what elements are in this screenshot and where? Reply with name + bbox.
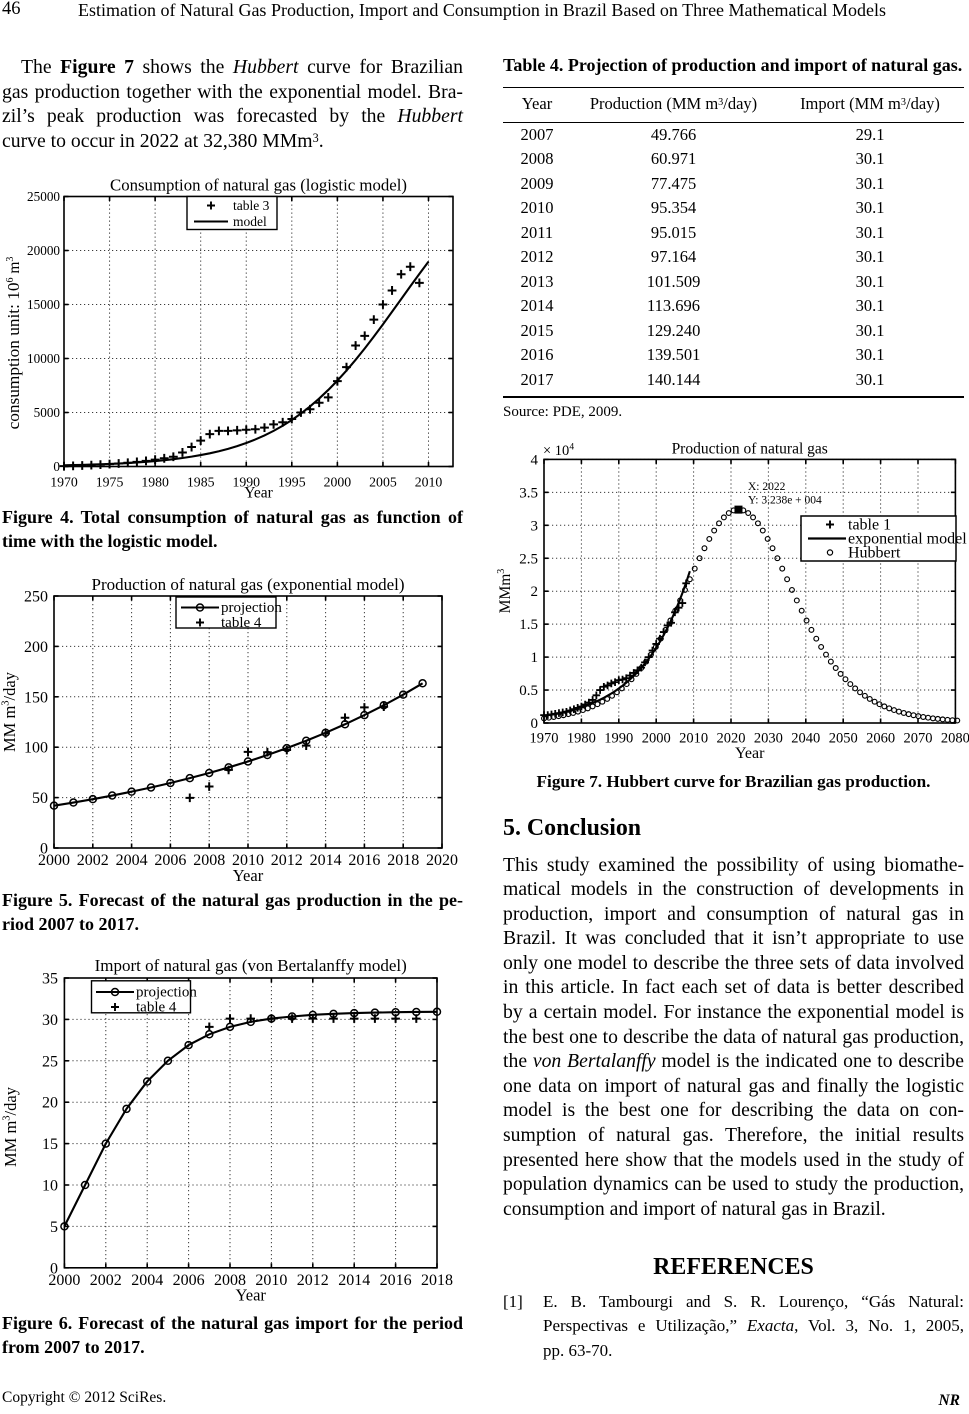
svg-text:2020: 2020 [717,731,746,747]
svg-text:1990: 1990 [232,475,260,490]
svg-text:1980: 1980 [567,731,596,747]
svg-text:150: 150 [24,689,48,706]
svg-text:20: 20 [42,1095,58,1112]
svg-text:table 1: table 1 [848,517,891,534]
svg-text:2070: 2070 [904,731,933,747]
svg-text:2012: 2012 [271,852,303,869]
svg-text:MM m3/day: MM m3/day [0,671,19,752]
svg-text:Year: Year [735,745,765,762]
svg-text:consumption unit: 106 m3: consumption unit: 106 m3 [4,257,23,430]
svg-text:0: 0 [40,841,48,858]
svg-text:0: 0 [531,716,539,732]
svg-text:2016: 2016 [348,852,380,869]
svg-text:2006: 2006 [173,1272,205,1289]
svg-text:2000: 2000 [324,475,352,490]
svg-text:2000: 2000 [642,731,671,747]
svg-text:table 3: table 3 [233,198,270,213]
svg-text:X: 2022: X: 2022 [748,481,786,493]
svg-text:1970: 1970 [530,731,559,747]
svg-text:Y: 3.238e + 004: Y: 3.238e + 004 [748,495,822,507]
svg-text:2010: 2010 [415,475,443,490]
svg-text:1970: 1970 [50,475,78,490]
svg-text:2000: 2000 [48,1272,80,1289]
svg-text:10000: 10000 [27,351,60,366]
svg-text:2002: 2002 [90,1272,122,1289]
svg-text:2012: 2012 [297,1272,329,1289]
svg-text:1985: 1985 [187,475,215,490]
svg-text:Year: Year [244,485,273,502]
svg-text:1.5: 1.5 [519,617,538,633]
svg-text:15000: 15000 [27,297,60,312]
svg-text:0: 0 [53,459,60,474]
svg-text:table 4: table 4 [221,615,262,631]
svg-text:35: 35 [42,971,58,988]
svg-text:5: 5 [50,1219,58,1236]
svg-text:Year: Year [235,1286,266,1305]
svg-text:30: 30 [42,1012,58,1029]
svg-text:100: 100 [24,740,48,757]
svg-text:2040: 2040 [791,731,820,747]
svg-text:2000: 2000 [38,852,70,869]
svg-text:20000: 20000 [27,243,60,258]
svg-text:1980: 1980 [141,475,169,490]
svg-text:1: 1 [531,650,539,666]
svg-text:2002: 2002 [77,852,109,869]
svg-text:2010: 2010 [255,1272,287,1289]
svg-text:Hubbert: Hubbert [848,545,901,562]
svg-text:2008: 2008 [193,852,225,869]
svg-text:Consumption of natural gas (lo: Consumption of natural gas (logistic mod… [110,176,407,195]
svg-text:2: 2 [531,584,539,600]
svg-text:15: 15 [42,1136,58,1153]
svg-text:exponential model: exponential model [848,531,967,548]
svg-text:1995: 1995 [278,475,306,490]
svg-text:2010: 2010 [679,731,708,747]
svg-text:2018: 2018 [387,852,419,869]
svg-text:Production of natural gas: Production of natural gas [672,441,828,458]
svg-text:2005: 2005 [369,475,397,490]
svg-text:50: 50 [32,790,48,807]
svg-text:2004: 2004 [116,852,148,869]
svg-text:table 4: table 4 [136,1000,177,1016]
svg-text:2014: 2014 [338,1272,370,1289]
svg-text:2016: 2016 [380,1272,412,1289]
svg-text:250: 250 [24,589,48,606]
svg-text:10: 10 [42,1178,58,1195]
svg-text:2080: 2080 [941,731,969,747]
svg-text:Production of natural gas (exp: Production of natural gas (exponential m… [92,575,405,594]
svg-text:3.5: 3.5 [519,485,538,501]
svg-text:projection: projection [136,985,197,1001]
svg-text:1990: 1990 [604,731,633,747]
svg-text:2020: 2020 [426,852,458,869]
svg-text:2.5: 2.5 [519,551,538,567]
svg-text:2008: 2008 [214,1272,246,1289]
svg-text:2030: 2030 [754,731,783,747]
svg-text:Year: Year [233,866,264,885]
svg-text:projection: projection [221,600,282,616]
svg-text:2014: 2014 [310,852,342,869]
svg-text:Import of natural gas (von Ber: Import of natural gas (von Bertalanffy m… [95,956,407,975]
svg-text:4: 4 [531,452,539,468]
svg-text:5000: 5000 [34,405,61,420]
svg-text:2004: 2004 [131,1272,163,1289]
svg-text:2006: 2006 [154,852,186,869]
svg-text:25000: 25000 [27,189,60,204]
svg-text:1975: 1975 [96,475,124,490]
svg-text:× 104: × 104 [543,443,574,460]
svg-text:200: 200 [24,639,48,656]
svg-text:0.5: 0.5 [519,683,538,699]
svg-text:2060: 2060 [866,731,895,747]
svg-text:3: 3 [531,518,539,534]
svg-text:MM m3/day: MM m3/day [1,1086,20,1167]
svg-text:2010: 2010 [232,852,264,869]
svg-text:MMm3: MMm3 [496,569,514,614]
svg-text:2050: 2050 [829,731,858,747]
svg-text:25: 25 [42,1053,58,1070]
svg-text:model: model [233,214,267,229]
svg-text:0: 0 [50,1260,58,1277]
svg-text:2018: 2018 [421,1272,453,1289]
